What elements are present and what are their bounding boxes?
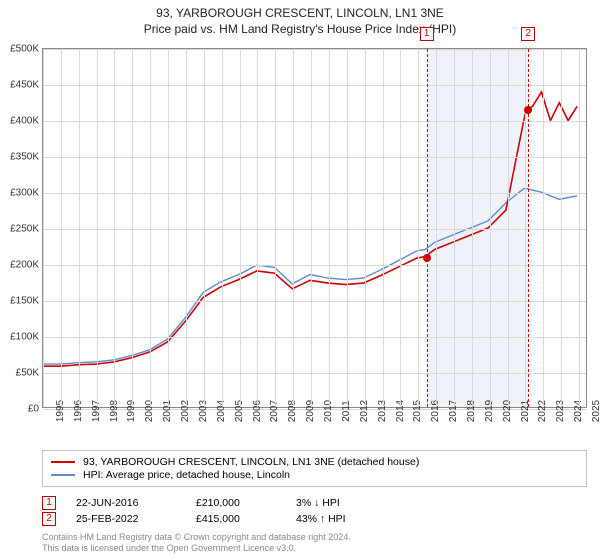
y-axis-label: £200K xyxy=(10,260,39,271)
annotation-date: 25-FEB-2022 xyxy=(76,513,196,525)
gridline-v xyxy=(186,49,187,407)
gridline-v xyxy=(436,49,437,407)
y-axis-label: £250K xyxy=(10,224,39,235)
gridline-v xyxy=(472,49,473,407)
gridline-h xyxy=(43,373,586,374)
gridline-v xyxy=(365,49,366,407)
y-axis-label: £450K xyxy=(10,80,39,91)
annotation-price: £415,000 xyxy=(196,513,296,525)
gridline-h xyxy=(43,265,586,266)
event-dot xyxy=(524,106,532,114)
event-dot xyxy=(423,254,431,262)
gridline-v xyxy=(418,49,419,407)
chart-title: 93, YARBOROUGH CRESCENT, LINCOLN, LN1 3N… xyxy=(0,6,600,20)
annotation-price: £210,000 xyxy=(196,497,296,509)
legend-label: 93, YARBOROUGH CRESCENT, LINCOLN, LN1 3N… xyxy=(83,456,419,468)
footer-attribution: Contains HM Land Registry data © Crown c… xyxy=(42,532,587,555)
y-axis-label: £150K xyxy=(10,296,39,307)
annotation-table: 1 22-JUN-2016£210,0003% ↓ HPI 2 25-FEB-2022… xyxy=(42,494,587,528)
event-vline xyxy=(528,49,529,407)
legend-item: 93, YARBOROUGH CRESCENT, LINCOLN, LN1 3N… xyxy=(51,456,578,468)
annotation-row: 2 25-FEB-2022£415,00043% ↑ HPI xyxy=(42,512,587,526)
gridline-v xyxy=(347,49,348,407)
gridline-v xyxy=(79,49,80,407)
gridline-h xyxy=(43,85,586,86)
chart-svg xyxy=(43,49,586,407)
gridline-v xyxy=(579,49,580,407)
gridline-v xyxy=(490,49,491,407)
gridline-v xyxy=(61,49,62,407)
gridline-v xyxy=(222,49,223,407)
chart-legend: 93, YARBOROUGH CRESCENT, LINCOLN, LN1 3N… xyxy=(42,450,587,487)
gridline-v xyxy=(257,49,258,407)
gridline-h xyxy=(43,301,586,302)
gridline-v xyxy=(454,49,455,407)
y-axis-label: £350K xyxy=(10,152,39,163)
y-axis-label: £0 xyxy=(28,404,39,415)
gridline-v xyxy=(293,49,294,407)
x-axis-label: 2025 xyxy=(579,400,600,422)
footer-licence: This data is licensed under the Open Gov… xyxy=(42,543,296,553)
footer-year: 2024. xyxy=(328,532,351,542)
event-marker: 2 xyxy=(521,27,535,41)
gridline-h xyxy=(43,193,586,194)
gridline-v xyxy=(561,49,562,407)
gridline-v xyxy=(204,49,205,407)
gridline-v xyxy=(132,49,133,407)
annotation-marker: 2 xyxy=(42,512,56,526)
gridline-h xyxy=(43,121,586,122)
y-axis-label: £500K xyxy=(10,44,39,55)
gridline-v xyxy=(275,49,276,407)
chart-plot-area: £0£50K£100K£150K£200K£250K£300K£350K£400… xyxy=(42,48,587,408)
annotation-row: 1 22-JUN-2016£210,0003% ↓ HPI xyxy=(42,496,587,510)
y-axis-label: £100K xyxy=(10,332,39,343)
legend-swatch xyxy=(51,461,75,463)
gridline-v xyxy=(150,49,151,407)
annotation-date: 22-JUN-2016 xyxy=(76,497,196,509)
gridline-h xyxy=(43,229,586,230)
gridline-v xyxy=(97,49,98,407)
chart-subtitle: Price paid vs. HM Land Registry's House … xyxy=(0,22,600,36)
gridline-h xyxy=(43,157,586,158)
gridline-v xyxy=(508,49,509,407)
event-marker: 1 xyxy=(420,27,434,41)
gridline-v xyxy=(525,49,526,407)
gridline-v xyxy=(383,49,384,407)
gridline-v xyxy=(543,49,544,407)
y-axis-label: £50K xyxy=(16,368,39,379)
gridline-v xyxy=(400,49,401,407)
gridline-h xyxy=(43,337,586,338)
footer-text: Contains HM Land Registry data © Crown c… xyxy=(42,532,328,542)
legend-item: HPI: Average price, detached house, Linc… xyxy=(51,469,578,481)
legend-label: HPI: Average price, detached house, Linc… xyxy=(83,469,290,481)
annotation-marker: 1 xyxy=(42,496,56,510)
gridline-v xyxy=(43,49,44,407)
y-axis-label: £400K xyxy=(10,116,39,127)
gridline-v xyxy=(329,49,330,407)
annotation-pct: 3% ↓ HPI xyxy=(296,497,416,509)
gridline-v xyxy=(311,49,312,407)
y-axis-label: £300K xyxy=(10,188,39,199)
gridline-v xyxy=(168,49,169,407)
annotation-pct: 43% ↑ HPI xyxy=(296,513,416,525)
legend-swatch xyxy=(51,474,75,476)
event-vline xyxy=(427,49,428,407)
gridline-v xyxy=(114,49,115,407)
gridline-v xyxy=(240,49,241,407)
gridline-h xyxy=(43,49,586,50)
